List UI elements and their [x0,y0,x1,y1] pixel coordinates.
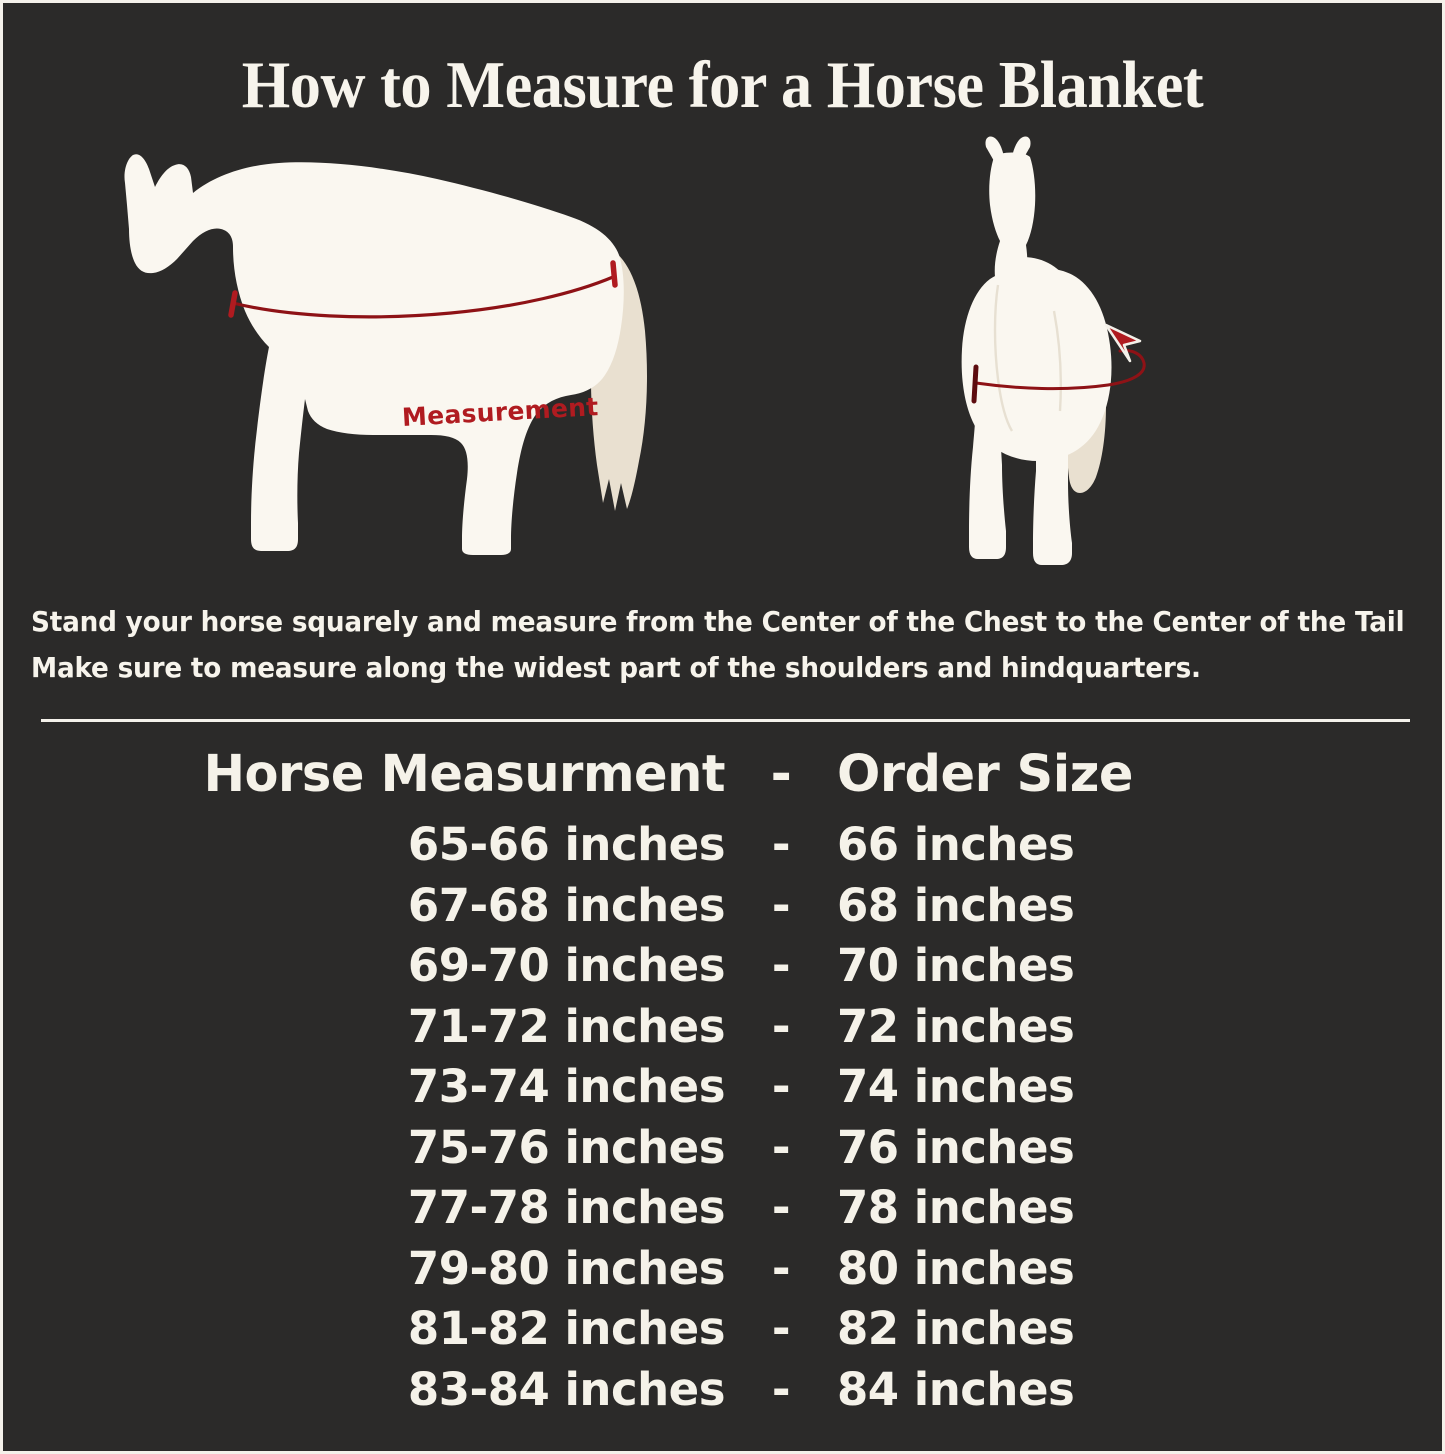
cell-separator: - [771,1362,791,1416]
measurement-tick-rear [971,364,979,404]
table-row: 73-74 inches -74 inches [3,1057,1442,1118]
cell-order-size: 70 inches [837,939,1075,992]
cell-separator: - [771,1060,791,1113]
cell-measurement: 73-74 inches [407,1060,726,1113]
size-chart-table: Horse Measurment - Order Size 65-66 inch… [3,739,1442,1421]
header-separator: - [770,745,792,804]
measurement-line-side [231,275,615,319]
cell-measurement: 75-76 inches [407,1120,726,1174]
cell-order-size: 82 inches [837,1302,1075,1355]
cell-separator: - [771,939,791,992]
table-body: 65-66 inches -66 inches 67-68 inches -68 in… [3,815,1442,1421]
measurement-line-rear [974,349,1146,391]
cell-order-size: 72 inches [837,999,1075,1053]
cell-order-size: 76 inches [837,1120,1075,1174]
table-row: 71-72 inches -72 inches [3,997,1442,1058]
cell-measurement: 81-82 inches [407,1302,726,1355]
cell-measurement: 79-80 inches [407,1241,726,1295]
cell-order-size: 84 inches [837,1362,1075,1416]
section-divider [41,719,1410,722]
horse-side-view: Measurement [65,131,690,571]
table-row: 83-84 inches -84 inches [3,1360,1442,1421]
table-row: 81-82 inches -82 inches [3,1299,1442,1360]
cell-separator: - [771,1181,791,1234]
horse-side-body-shape [124,154,624,555]
illustration-area: Measurement [3,131,1442,581]
instructions-text: Stand your horse squarely and measure fr… [31,599,1405,691]
measurement-tick-tail [610,260,618,288]
horse-rear-view [938,135,1208,567]
horse-rear-hindquarter-shape [961,267,1112,461]
cell-order-size: 78 inches [837,1181,1075,1234]
cell-measurement: 83-84 inches [407,1362,726,1416]
cell-measurement: 77-78 inches [407,1181,726,1234]
cell-measurement: 67-68 inches [407,878,726,932]
horse-rear-contour-left [993,284,1014,432]
cell-separator: - [771,999,791,1053]
cell-measurement: 69-70 inches [407,939,726,992]
cell-order-size: 80 inches [837,1241,1075,1295]
table-row: 69-70 inches -70 inches [3,936,1442,997]
table-row: 79-80 inches -80 inches [3,1239,1442,1300]
table-row: 67-68 inches -68 inches [3,876,1442,937]
instructions-line-1: Stand your horse squarely and measure fr… [31,606,1405,638]
cell-measurement: 65-66 inches [407,818,726,871]
cell-separator: - [771,1302,791,1355]
cell-measurement: 71-72 inches [407,999,726,1053]
horse-rear-contour-right [1052,310,1062,412]
table-header-row: Horse Measurment - Order Size [3,739,1442,811]
cell-order-size: 74 inches [837,1060,1075,1113]
cell-separator: - [771,1120,791,1174]
table-row: 65-66 inches -66 inches [3,815,1442,876]
cell-separator: - [771,818,791,871]
cell-separator: - [771,878,791,932]
header-order-size: Order Size [837,745,1134,804]
header-measurement: Horse Measurment [203,745,726,804]
cell-separator: - [771,1241,791,1295]
instructions-line-2: Make sure to measure along the widest pa… [31,652,1201,684]
measurement-tick-chest [228,290,238,318]
measurement-arrowhead-icon [1104,323,1142,363]
table-row: 77-78 inches -78 inches [3,1178,1442,1239]
page-title: How to Measure for a Horse Blanket [241,48,1204,122]
table-row: 75-76 inches -76 inches [3,1118,1442,1179]
cell-order-size: 66 inches [837,818,1075,871]
cell-order-size: 68 inches [837,878,1075,932]
